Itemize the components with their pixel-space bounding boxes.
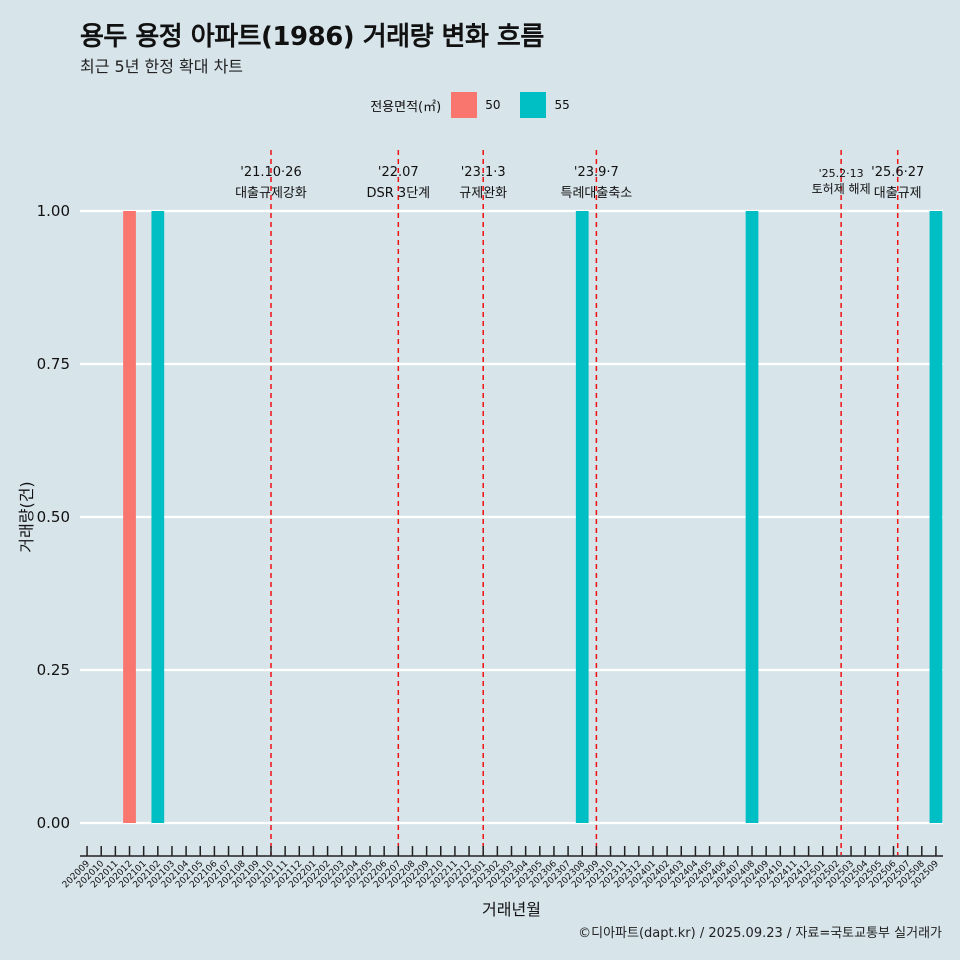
bar	[929, 211, 943, 823]
legend: 전용면적(㎡) 50 55	[0, 92, 960, 118]
event-date-label: '22.07	[378, 165, 419, 180]
bar	[151, 211, 165, 823]
event-date-label: '25.2·13	[819, 167, 864, 180]
event-desc-label: DSR 3단계	[367, 186, 431, 201]
y-tick-label: 0.25	[37, 661, 70, 679]
chart-subtitle: 최근 5년 한정 확대 차트	[80, 57, 244, 76]
event-date-label: '21.10·26	[240, 165, 301, 180]
bar	[745, 211, 759, 823]
legend-label-50: 50	[485, 98, 501, 112]
event-desc-label: 특례대출축소	[561, 186, 633, 201]
y-tick-label: 1.00	[37, 202, 70, 220]
event-desc-label: 토허제 해제	[812, 182, 871, 196]
event-date-label: '23.9·7	[574, 165, 619, 180]
y-tick-label: 0.75	[37, 355, 70, 373]
y-axis-title: 거래량(건)	[17, 481, 36, 552]
x-axis-title: 거래년월	[482, 900, 541, 919]
event-desc-label: 대출규제강화	[235, 186, 307, 201]
event-desc-label: 대출규제	[874, 186, 922, 201]
bar	[575, 211, 589, 823]
y-tick-label: 0.50	[37, 508, 70, 526]
chart-title: 용두 용정 아파트(1986) 거래량 변화 흐름	[80, 22, 544, 52]
legend-label-55: 55	[554, 98, 570, 112]
bar	[123, 211, 136, 823]
chart-caption: ©디아파트(dapt.kr) / 2025.09.23 / 자료=국토교통부 실…	[578, 926, 942, 941]
y-tick-label: 0.00	[37, 814, 70, 832]
legend-swatch-50	[451, 92, 478, 118]
event-date-label: '23.1·3	[461, 165, 506, 180]
event-desc-label: 규제완화	[459, 186, 507, 201]
event-date-label: '25.6·27	[871, 165, 924, 180]
legend-swatch-55	[520, 92, 547, 118]
legend-title: 전용면적(㎡)	[370, 99, 442, 115]
